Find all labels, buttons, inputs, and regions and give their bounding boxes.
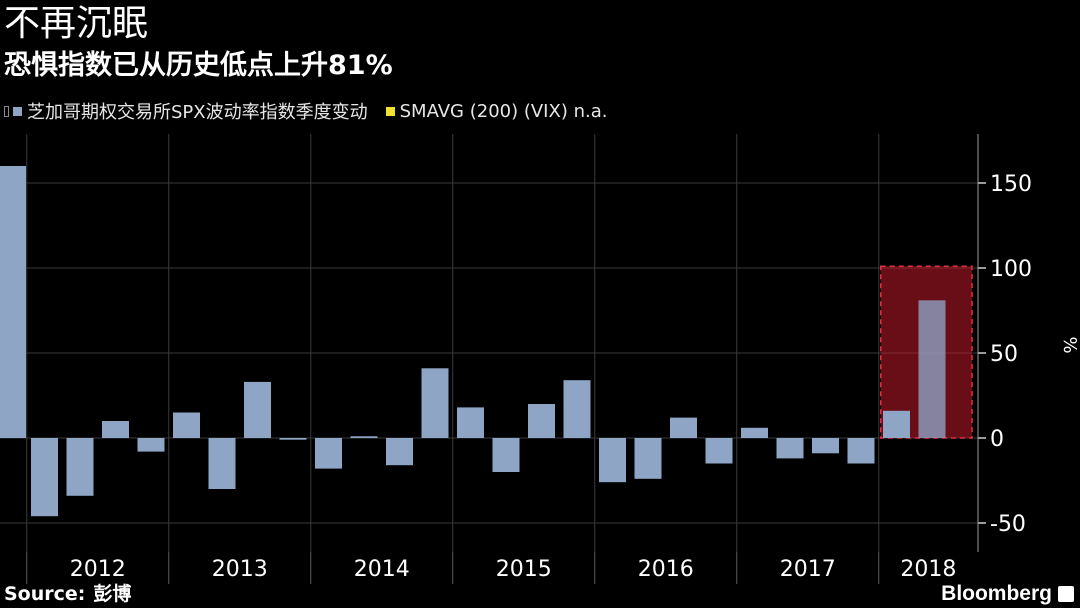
bar	[421, 368, 449, 438]
bar	[528, 404, 555, 438]
y-tick-label: 150	[990, 172, 1032, 197]
bar	[812, 438, 839, 454]
legend-swatch-yellow	[385, 106, 395, 116]
bar	[208, 438, 236, 489]
page-title: 不再沉眠	[4, 3, 149, 44]
y-tick-label: -50	[990, 512, 1026, 537]
bar	[350, 436, 378, 438]
chart-grid	[0, 134, 978, 552]
legend-item-vix-change: 芝加哥期权交易所SPX波动率指数季度变动	[13, 98, 368, 124]
bar	[66, 438, 94, 496]
x-tick-label: 2012	[70, 557, 126, 582]
source-note: Source: 彭博	[4, 579, 131, 606]
bar	[670, 417, 697, 438]
legend-handle-icon	[4, 105, 9, 117]
bar	[918, 300, 946, 438]
bar	[705, 438, 733, 464]
bar	[634, 438, 662, 479]
brand-name: Bloomberg	[941, 582, 1052, 605]
bar	[0, 166, 26, 438]
legend-item-smavg: SMAVG (200) (VIX) n.a.	[385, 100, 608, 122]
x-tick-label: 2014	[354, 557, 410, 582]
legend-swatch-blue	[13, 106, 22, 116]
bloomberg-logo: Bloomberg	[941, 582, 1074, 606]
legend-label-vix-change: 芝加哥期权交易所SPX波动率指数季度变动	[27, 102, 368, 123]
x-tick-label: 2015	[496, 557, 552, 582]
bar	[244, 381, 271, 438]
bar	[847, 438, 875, 464]
source-value: 彭博	[93, 583, 132, 605]
bar	[457, 407, 484, 438]
bar	[741, 427, 768, 438]
bar	[386, 438, 413, 466]
page-subtitle: 恐惧指数已从历史低点上升81%	[4, 50, 393, 81]
bloomberg-terminal-icon	[1058, 586, 1074, 602]
x-tick-label: 2013	[212, 557, 268, 582]
x-tick-label: 2016	[638, 557, 694, 582]
x-tick-label: 2017	[780, 557, 836, 582]
x-tick-label: 2018	[900, 557, 956, 582]
bar	[563, 380, 591, 438]
y-tick-label: 50	[990, 342, 1018, 367]
bar	[31, 438, 58, 517]
legend-label-smavg: SMAVG (200) (VIX) n.a.	[399, 100, 608, 122]
y-tick-label: 0	[990, 427, 1004, 452]
bar	[599, 438, 626, 483]
bar	[315, 438, 342, 469]
x-axis: 2012 2013 2014 2015 2016 2017 2018	[26, 552, 956, 584]
y-tick-label: 100	[990, 257, 1032, 282]
bar	[173, 412, 200, 438]
bar	[776, 438, 804, 459]
source-label: Source:	[4, 583, 86, 605]
y-axis-label: %	[1059, 336, 1080, 353]
bar-series	[0, 166, 946, 517]
bar	[883, 410, 910, 438]
bar	[102, 421, 129, 438]
chart-legend: 芝加哥期权交易所SPX波动率指数季度变动 SMAVG (200) (VIX) n…	[4, 98, 625, 124]
y-axis: 150 100 50 0 -50%	[977, 134, 1080, 552]
bar	[279, 438, 307, 440]
bar	[492, 438, 520, 472]
bar	[137, 438, 165, 452]
